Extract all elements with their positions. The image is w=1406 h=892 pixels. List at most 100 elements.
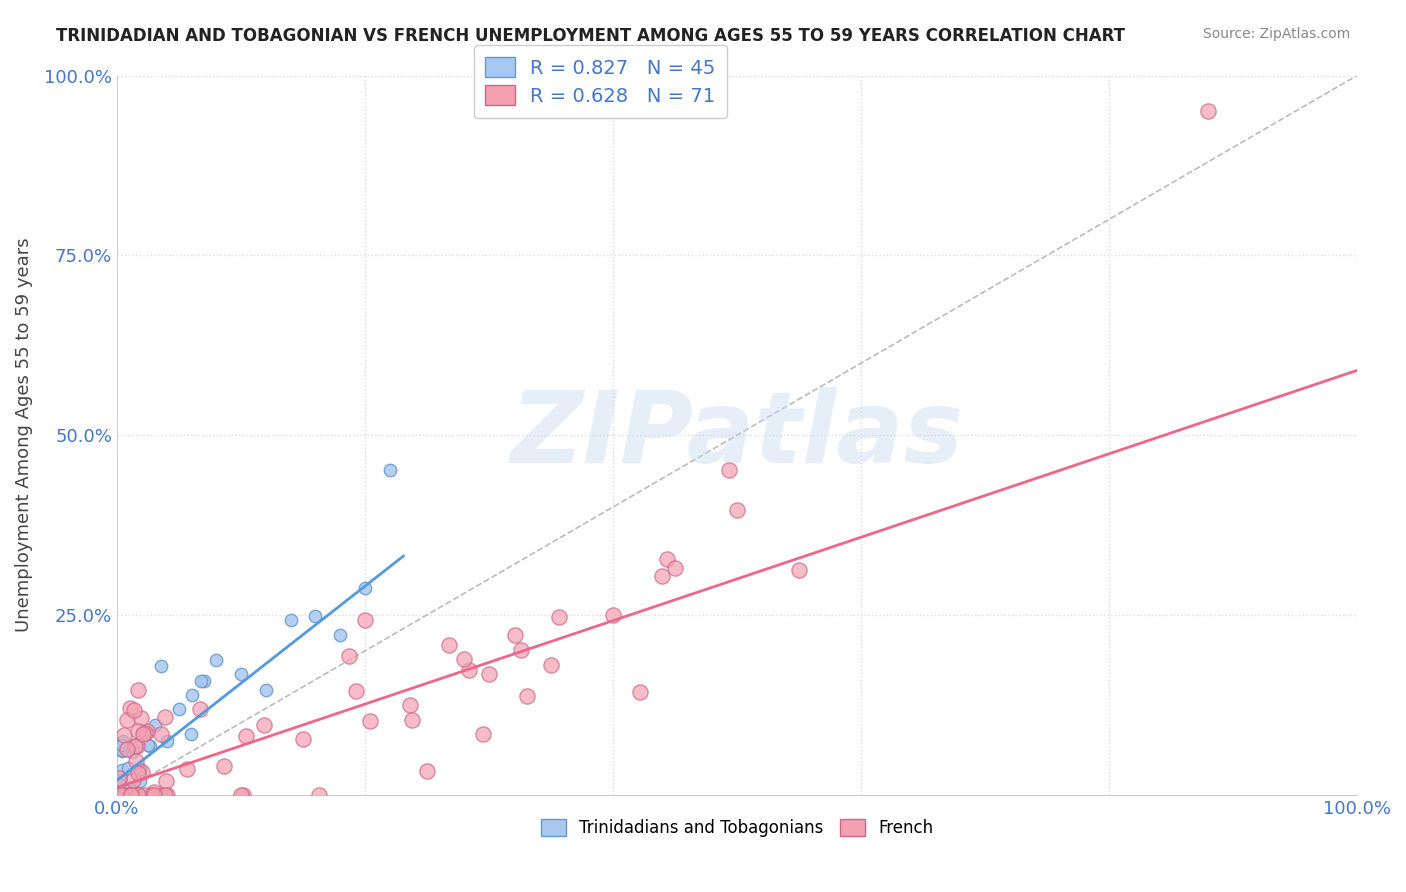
Point [143,788,166,802]
Point [150,658,173,673]
Point [127,788,149,802]
Point [127,788,149,802]
Text: Source: ZipAtlas.com: Source: ZipAtlas.com [1202,27,1350,41]
Point [153,788,176,802]
Point [110,788,132,802]
Point [337,648,360,663]
Point [128,762,150,776]
Point [110,738,132,752]
Point [124,739,146,754]
Point [153,710,176,724]
Point [156,734,179,748]
Point [229,666,252,681]
Point [401,713,423,727]
Point [107,788,129,802]
Point [664,560,686,574]
Point [602,608,624,623]
Point [118,788,141,802]
Point [141,788,163,802]
Point [190,673,212,688]
Point [378,463,401,477]
Point [127,723,149,738]
Point [132,727,155,741]
Point [651,569,673,583]
Point [125,754,148,768]
Point [510,643,533,657]
Point [354,582,377,596]
Point [254,682,277,697]
Point [115,788,138,802]
Point [118,700,141,714]
Point [117,781,139,796]
Point [304,609,326,624]
Point [108,771,131,785]
Point [453,652,475,666]
Point [628,685,651,699]
Point [107,788,129,802]
Point [437,638,460,652]
Point [129,788,152,802]
Point [180,688,202,702]
Point [540,658,562,673]
Point [120,788,142,802]
Point [115,742,138,756]
Point [478,667,501,681]
Point [124,738,146,752]
Point [122,703,145,717]
Point [291,732,314,747]
Point [180,727,202,741]
Point [472,726,495,740]
Point [134,788,156,802]
Point [229,788,252,802]
Point [135,724,157,739]
Point [111,763,134,777]
Point [359,714,381,728]
Point [115,713,138,727]
Point [416,764,439,778]
Text: ZIPatlas: ZIPatlas [510,386,963,483]
Point [717,462,740,476]
Point [127,683,149,698]
Point [110,788,132,802]
Point [505,628,527,642]
Point [107,788,129,802]
Point [329,628,352,642]
Point [235,729,257,743]
Point [127,765,149,780]
Point [138,739,160,754]
Point [121,773,143,788]
Legend: Trinidadians and Tobagonians, French: Trinidadians and Tobagonians, French [534,813,941,844]
Point [112,788,135,802]
Point [232,788,254,802]
Point [127,739,149,754]
Point [114,788,136,802]
Point [354,613,377,627]
Text: TRINIDADIAN AND TOBAGONIAN VS FRENCH UNEMPLOYMENT AMONG AGES 55 TO 59 YEARS CORR: TRINIDADIAN AND TOBAGONIAN VS FRENCH UNE… [56,27,1125,45]
Point [214,759,236,773]
Point [344,683,367,698]
Point [129,788,152,802]
Point [131,711,153,725]
Point [131,764,153,779]
Point [399,698,422,713]
Point [114,782,136,797]
Point [143,785,166,799]
Point [111,734,134,748]
Point [153,788,176,802]
Point [110,774,132,789]
Point [149,788,172,802]
Point [143,718,166,732]
Point [1197,104,1219,119]
Point [176,762,198,776]
Point [150,727,173,741]
Point [114,728,136,742]
Point [725,502,748,516]
Point [120,740,142,755]
Point [111,744,134,758]
Point [117,761,139,775]
Point [280,613,302,627]
Y-axis label: Unemployment Among Ages 55 to 59 years: Unemployment Among Ages 55 to 59 years [15,238,32,632]
Point [121,745,143,759]
Point [124,788,146,802]
Point [657,551,679,566]
